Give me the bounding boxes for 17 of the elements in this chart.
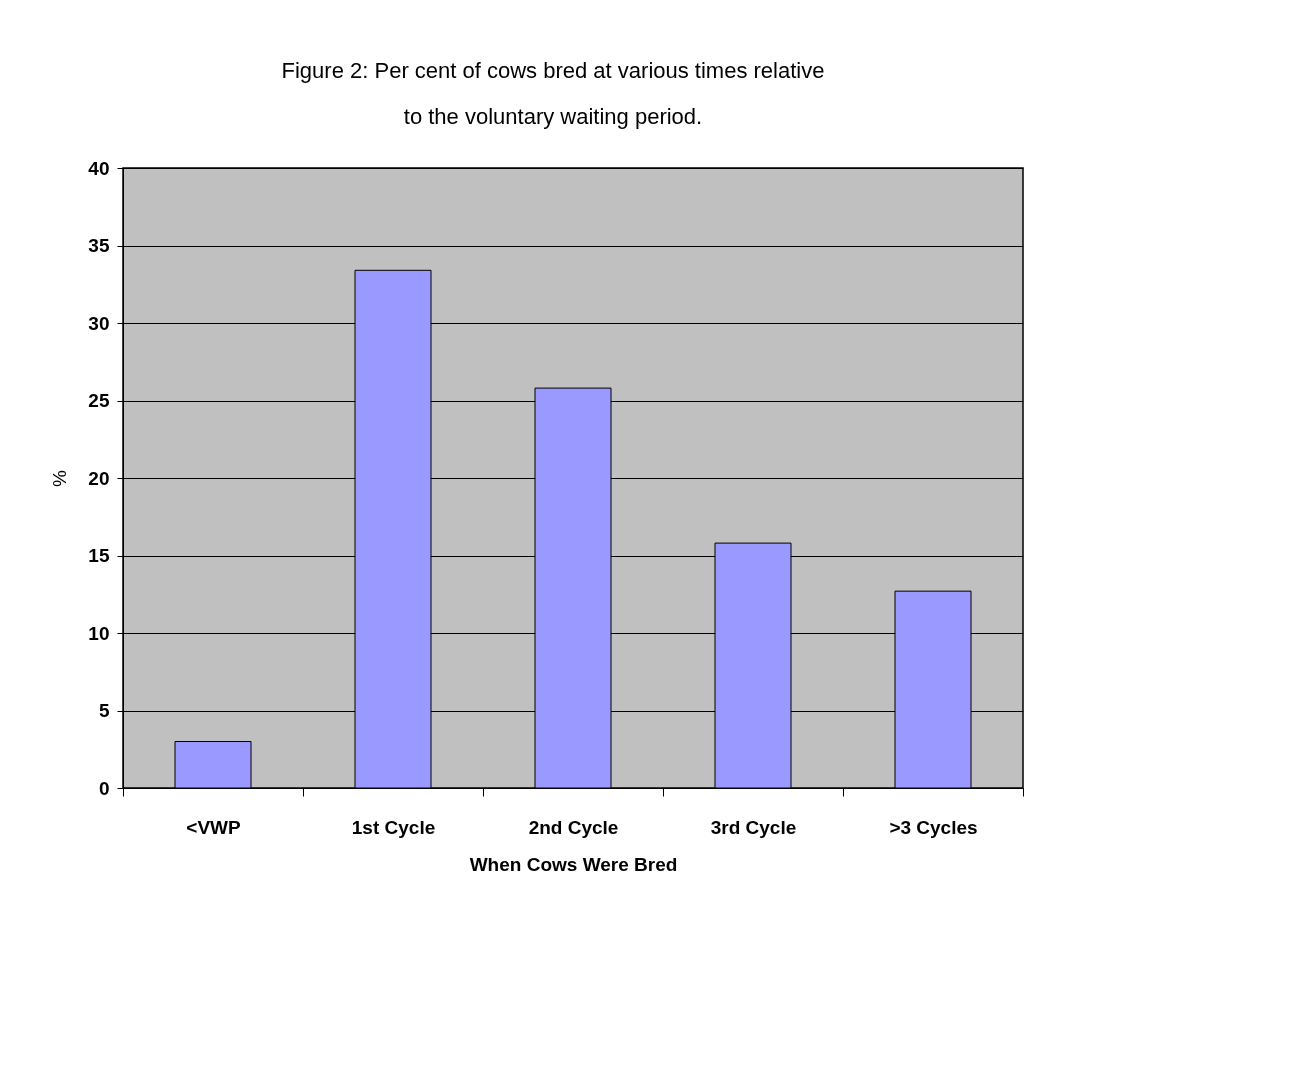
x-tick-label: >3 Cycles bbox=[889, 816, 978, 838]
y-tick-label: 20 bbox=[88, 467, 110, 489]
chart-title: Figure 2: Per cent of cows bred at various times relative to the voluntary waiting period. bbox=[281, 58, 825, 129]
y-tick-label: 30 bbox=[88, 312, 110, 334]
x-tick-label: 1st Cycle bbox=[351, 816, 436, 838]
x-tick-label: 2nd Cycle bbox=[528, 816, 619, 838]
y-tick-label: 10 bbox=[88, 622, 110, 644]
y-tick-label: 15 bbox=[88, 545, 110, 566]
x-tick-label: 3rd Cycle bbox=[710, 816, 797, 838]
y-tick-label: 40 bbox=[88, 157, 110, 179]
x-axis-title: When Cows Were Bred bbox=[469, 853, 678, 875]
y-tick-label: 35 bbox=[88, 235, 110, 256]
y-tick-label: 5 bbox=[98, 700, 110, 721]
x-tick-label: <VWP bbox=[186, 816, 242, 838]
y-axis-title: % bbox=[49, 469, 71, 487]
y-tick-label: 25 bbox=[88, 390, 110, 411]
y-tick-label: 0 bbox=[98, 777, 110, 799]
